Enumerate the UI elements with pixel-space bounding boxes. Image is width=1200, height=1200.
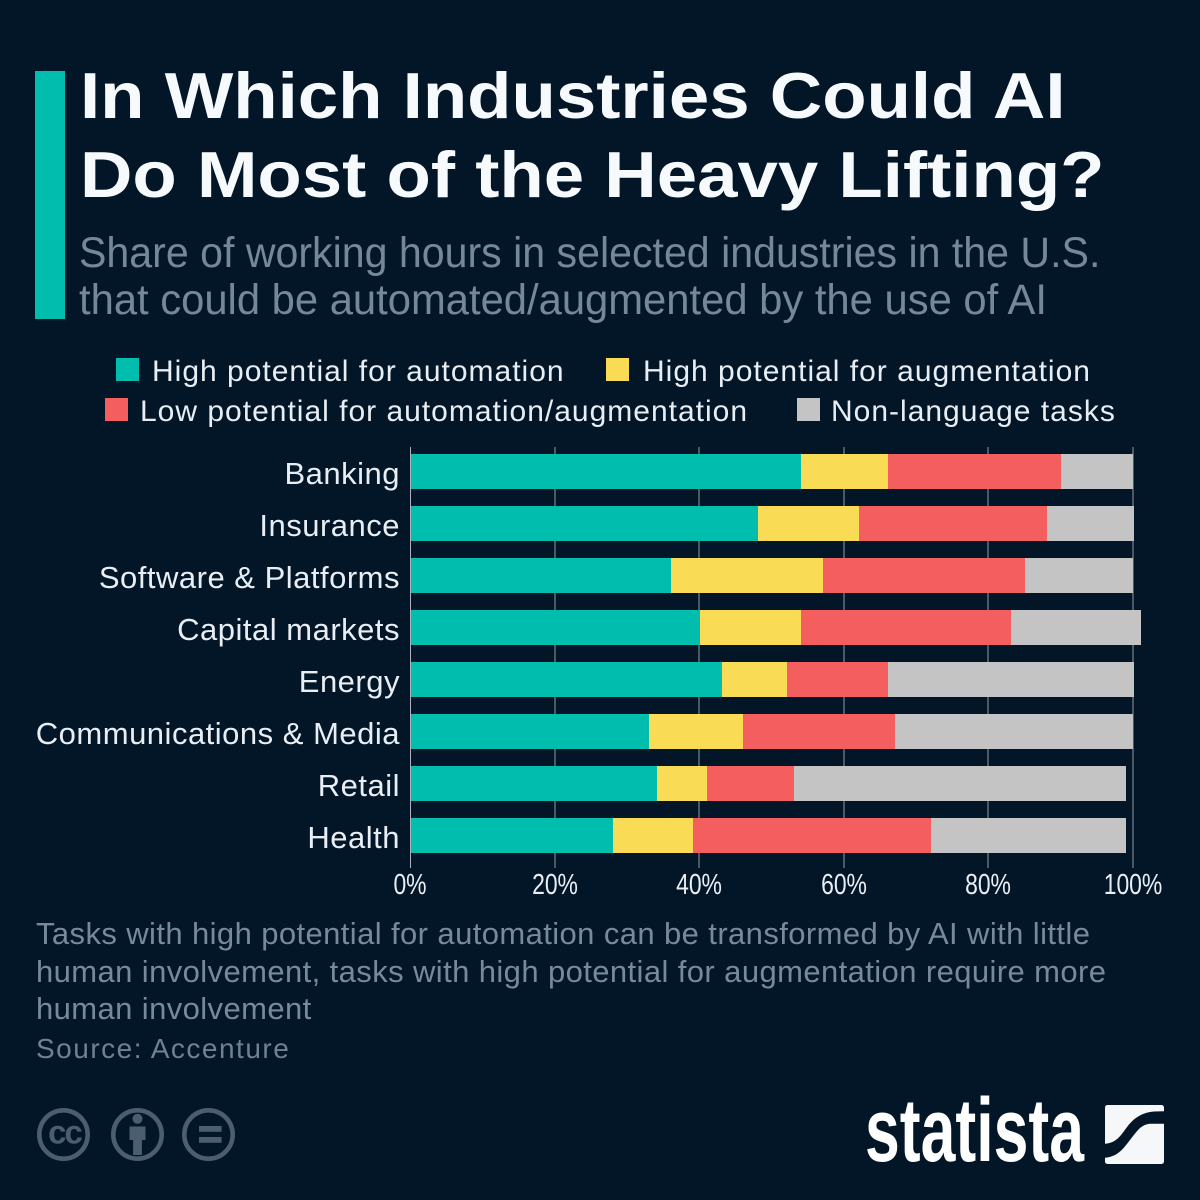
svg-text:cc: cc bbox=[48, 1114, 82, 1151]
